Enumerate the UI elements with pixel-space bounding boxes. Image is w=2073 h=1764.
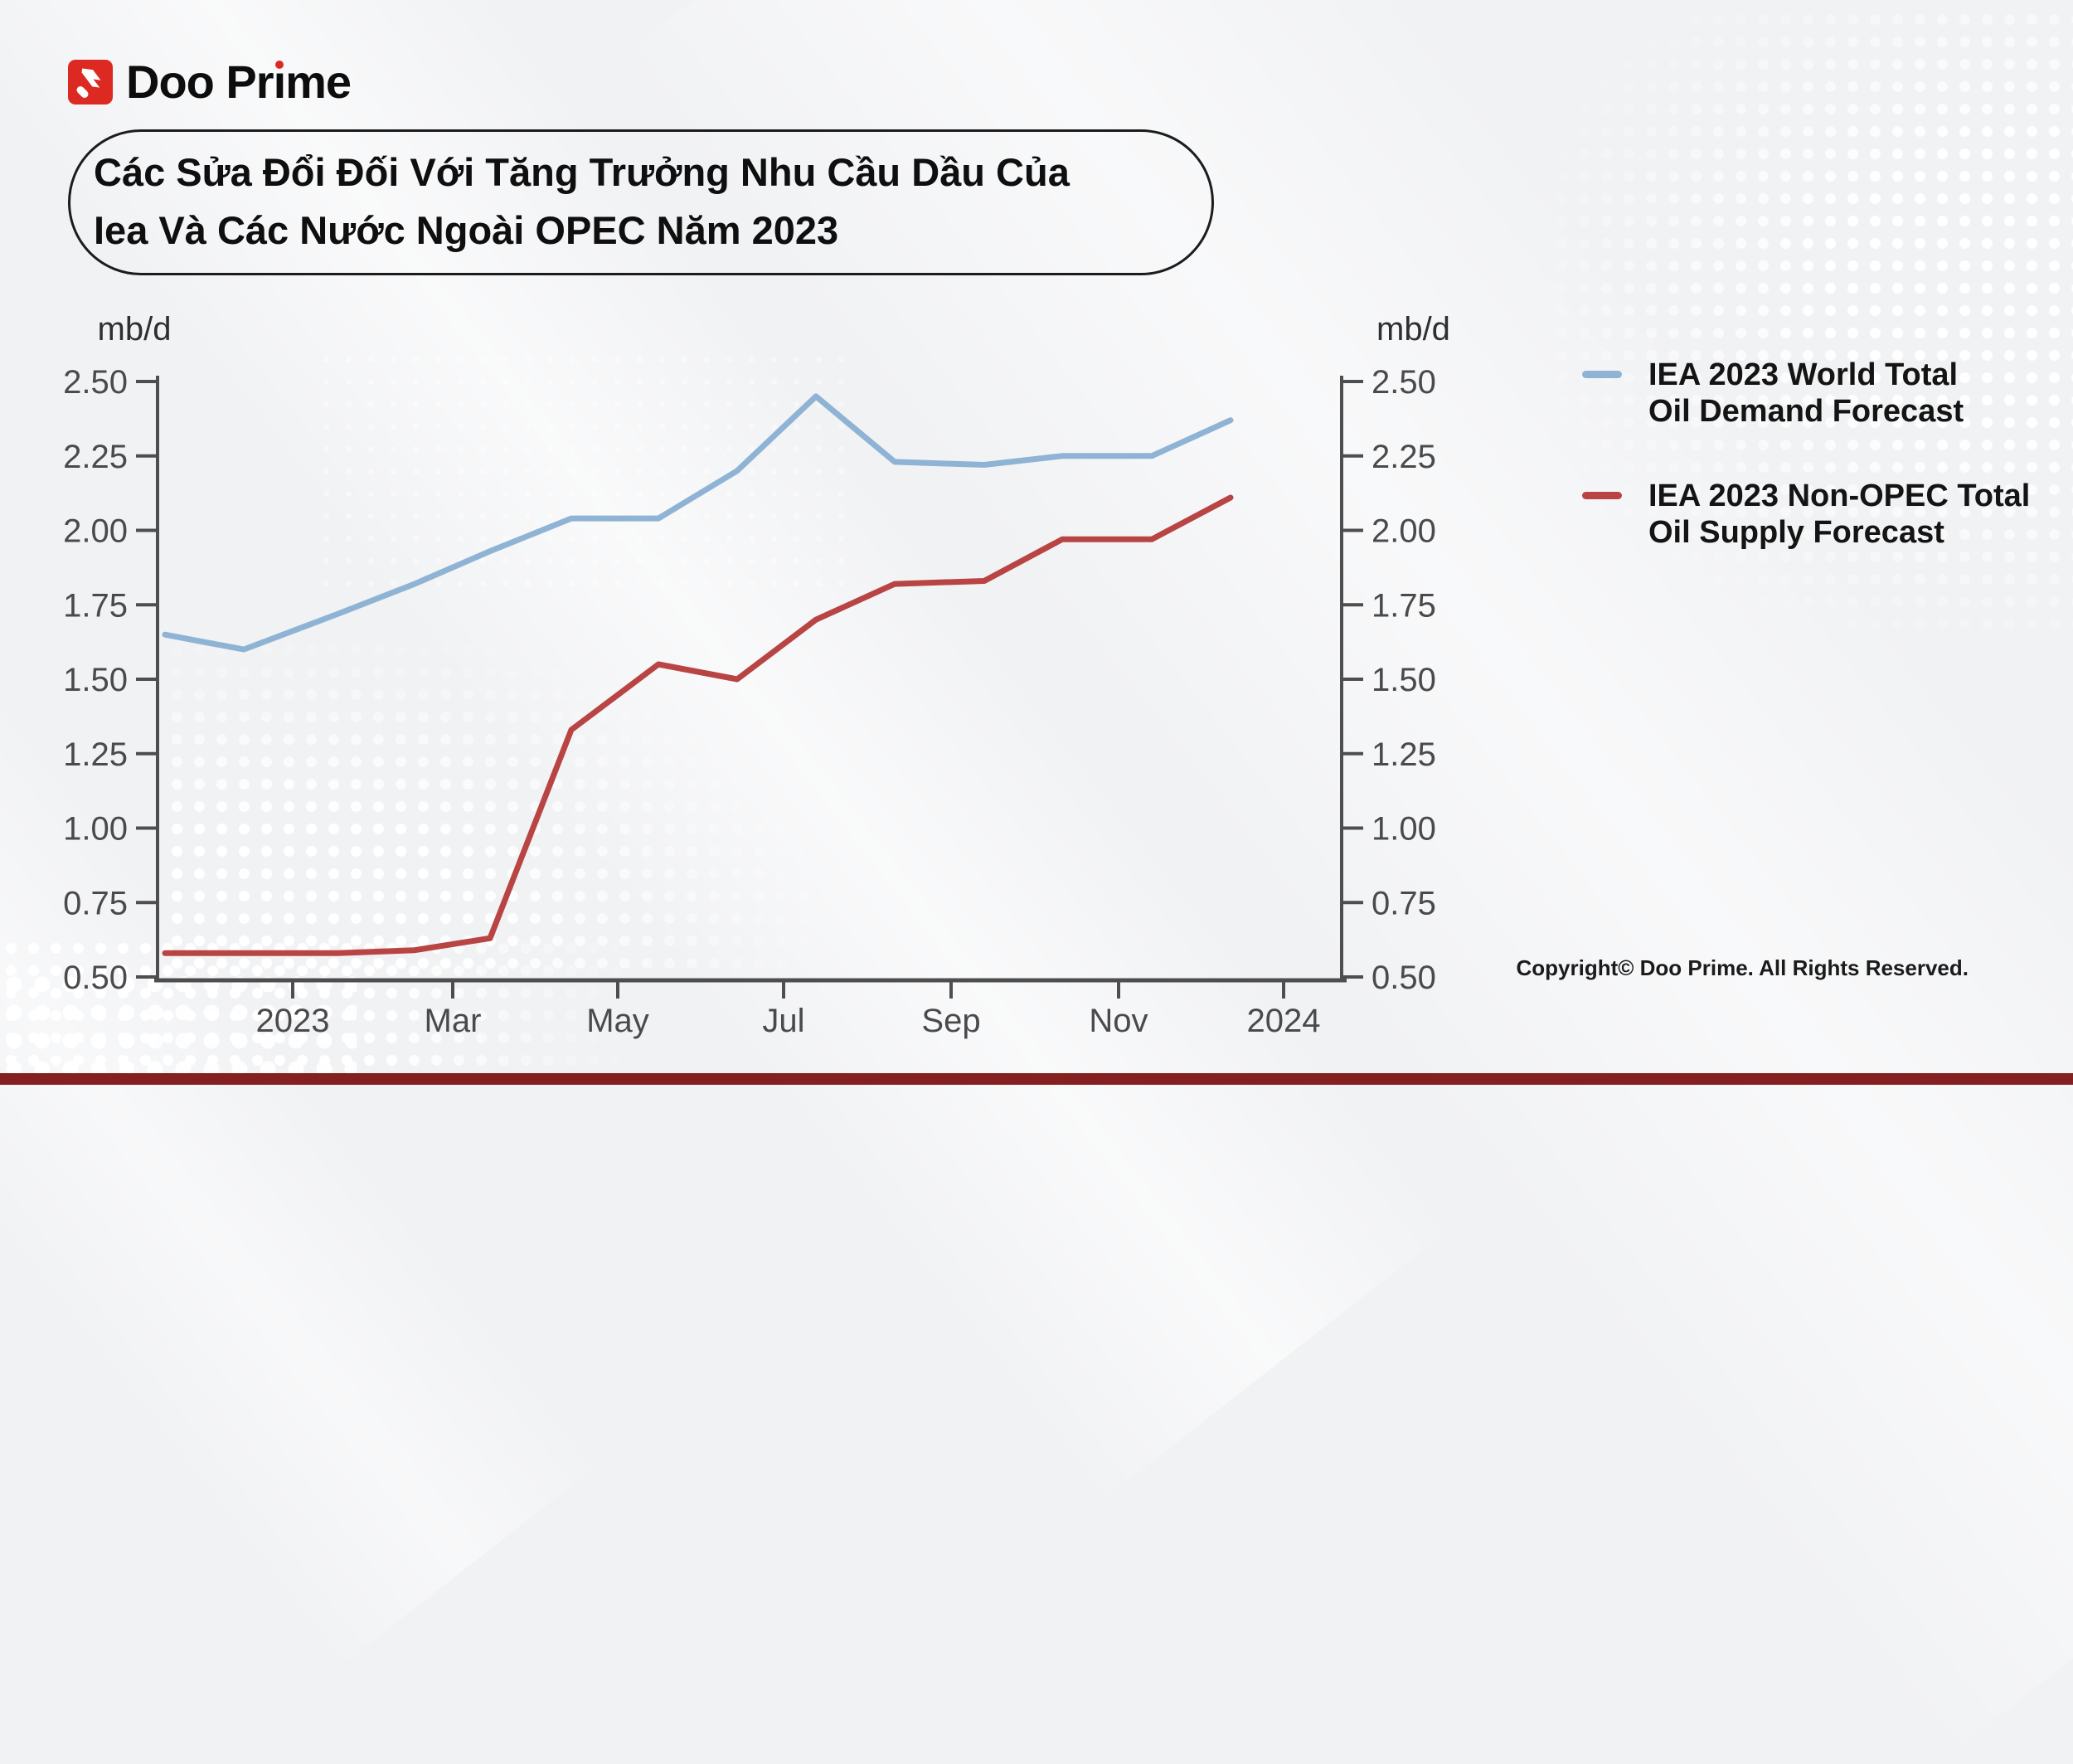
x-axis-tick-label: Jul [762, 1003, 804, 1039]
x-axis-tick-label: Sep [921, 1003, 980, 1039]
legend-item-supply: IEA 2023 Non-OPEC Total Oil Supply Forec… [1582, 478, 2030, 551]
wordmark-text: me [285, 56, 352, 108]
doo-prime-wordmark: Doo Prıme [126, 56, 352, 108]
left-y-tick-label: 0.50 [63, 960, 128, 996]
chart-title-line-2: Iea Và Các Nước Ngoài OPEC Năm 2023 [94, 208, 839, 252]
left-y-tick-label: 2.25 [63, 439, 128, 475]
left-y-tick-label: 2.50 [63, 364, 128, 401]
left-y-tick-label: 1.25 [63, 736, 128, 773]
demand-forecast-line [162, 393, 1234, 653]
right-y-tick-label: 2.00 [1371, 513, 1436, 550]
supply-forecast-line [162, 494, 1234, 956]
legend-label-line: Oil Supply Forecast [1648, 515, 1944, 550]
left-y-tick-label: 1.50 [63, 662, 128, 698]
chart-title-line-1: Các Sửa Đổi Đối Với Tăng Trưởng Nhu Cầu … [94, 150, 1070, 194]
chart-title-box: Các Sửa Đổi Đối Với Tăng Trưởng Nhu Cầu … [68, 129, 1214, 275]
right-y-tick-label: 1.75 [1371, 587, 1436, 624]
right-y-tick-label: 0.75 [1371, 885, 1436, 921]
right-y-tick-label: 0.50 [1371, 960, 1436, 996]
left-axis-unit-label: mb/d [98, 311, 172, 347]
line-chart: 2023 Mar May Jul Sep Nov 2024 2.50 2.50 2.25 2.25 2… [63, 311, 1450, 1039]
x-axis-tick-label: May [586, 1003, 649, 1039]
bottom-accent-bar [0, 1073, 2073, 1085]
x-axis-tick-label: 2024 [1247, 1003, 1321, 1039]
x-axis-tick-label: Nov [1089, 1003, 1148, 1039]
right-y-tick-label: 1.25 [1371, 736, 1436, 773]
right-y-tick-label: 2.50 [1371, 364, 1436, 401]
legend-swatch-demand [1582, 371, 1622, 378]
wordmark-text: Doo Pr [126, 56, 274, 108]
x-axis-tick-label: 2023 [256, 1003, 330, 1039]
left-y-tick-label: 1.00 [63, 811, 128, 848]
doo-prime-logo: Doo Prıme [68, 56, 352, 108]
left-y-tick-label: 1.75 [63, 587, 128, 624]
left-y-tick-label: 0.75 [63, 885, 128, 921]
legend-label-line: Oil Demand Forecast [1648, 394, 1964, 429]
legend-swatch-supply [1582, 492, 1622, 499]
legend-label-supply: IEA 2023 Non-OPEC Total Oil Supply Forec… [1648, 478, 2030, 551]
legend-label-line: IEA 2023 World Total [1648, 357, 1959, 392]
chart-legend: IEA 2023 World Total Oil Demand Forecast… [1582, 357, 2030, 599]
right-y-tick-label: 2.25 [1371, 439, 1436, 475]
x-axis-tick-label: Mar [425, 1003, 482, 1039]
right-axis-unit-label: mb/d [1376, 311, 1450, 347]
right-y-tick-label: 1.00 [1371, 811, 1436, 848]
legend-label-demand: IEA 2023 World Total Oil Demand Forecast [1648, 357, 1964, 430]
left-y-tick-label: 2.00 [63, 513, 128, 550]
wordmark-i-red-dot: ı [273, 56, 287, 108]
copyright-text: Copyright© Doo Prime. All Rights Reserve… [1516, 955, 1969, 980]
right-y-tick-label: 1.50 [1371, 662, 1436, 698]
doo-prime-logo-icon [68, 60, 113, 104]
legend-label-line: IEA 2023 Non-OPEC Total [1648, 479, 2031, 513]
legend-item-demand: IEA 2023 World Total Oil Demand Forecast [1582, 357, 2030, 430]
